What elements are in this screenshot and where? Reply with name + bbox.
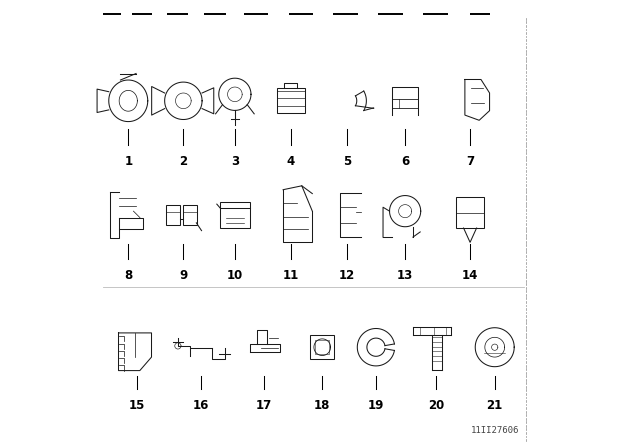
Text: 16: 16 — [193, 399, 209, 412]
Text: 13: 13 — [397, 269, 413, 282]
Text: 19: 19 — [368, 399, 384, 412]
Bar — [277, 88, 305, 113]
Text: 21: 21 — [486, 399, 503, 412]
Bar — [316, 340, 329, 354]
Text: 3: 3 — [231, 155, 239, 168]
Text: 8: 8 — [124, 269, 132, 282]
Bar — [166, 205, 180, 225]
Text: 1: 1 — [124, 155, 132, 168]
Text: 6: 6 — [401, 155, 409, 168]
Text: 9: 9 — [179, 269, 188, 282]
Text: 10: 10 — [227, 269, 243, 282]
Text: 15: 15 — [129, 399, 145, 412]
Text: 20: 20 — [428, 399, 445, 412]
Text: 12: 12 — [339, 269, 355, 282]
Text: 5: 5 — [343, 155, 351, 168]
Text: 18: 18 — [314, 399, 330, 412]
Text: 11II27606: 11II27606 — [471, 426, 519, 435]
Text: 4: 4 — [287, 155, 295, 168]
Text: 7: 7 — [466, 155, 474, 168]
Bar — [310, 335, 334, 359]
Bar — [220, 202, 250, 228]
Text: 2: 2 — [179, 155, 188, 168]
Bar — [182, 205, 197, 225]
Text: 17: 17 — [256, 399, 272, 412]
Text: 11: 11 — [283, 269, 299, 282]
Text: 14: 14 — [462, 269, 478, 282]
Bar — [456, 197, 484, 228]
